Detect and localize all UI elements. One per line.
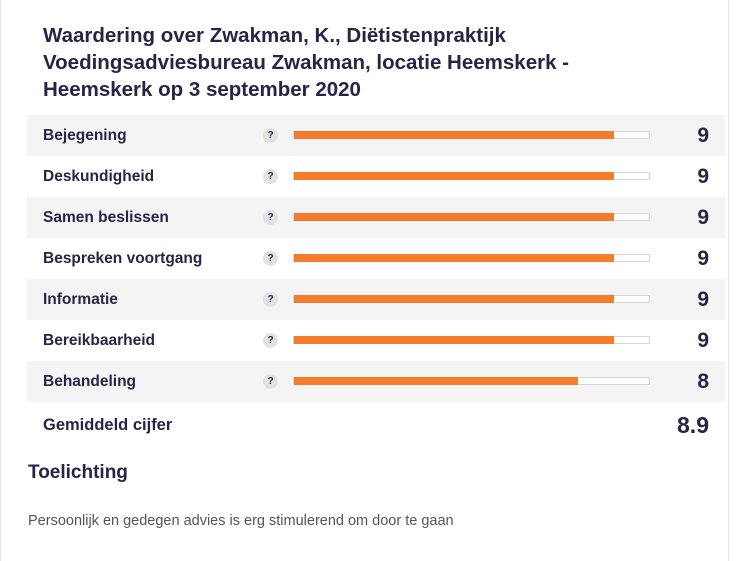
rating-score: 9: [697, 124, 709, 147]
rating-row-samen-beslissen: Samen beslissen ? 9: [27, 197, 725, 238]
page-title: Waardering over Zwakman, K., Diëtistenpr…: [43, 24, 569, 101]
rating-score: 9: [697, 288, 709, 311]
rating-bar-fill: [294, 172, 614, 180]
rating-row-bejegening: Bejegening ? 9: [27, 115, 725, 156]
help-icon[interactable]: ?: [263, 128, 278, 143]
rating-label: Bejegening: [43, 127, 127, 144]
help-icon[interactable]: ?: [263, 333, 278, 348]
rating-score: 9: [697, 247, 709, 270]
average-label: Gemiddeld cijfer: [43, 416, 173, 434]
rating-bar: [293, 213, 650, 221]
rating-score: 8: [697, 370, 709, 393]
rating-label: Bespreken voortgang: [43, 250, 203, 267]
help-icon[interactable]: ?: [263, 210, 278, 225]
rating-label: Bereikbaarheid: [43, 332, 155, 349]
rating-row-bereikbaarheid: Bereikbaarheid ? 9: [27, 320, 725, 361]
rating-bar-fill: [294, 254, 614, 262]
rating-score: 9: [697, 206, 709, 229]
review-card: Waardering over Zwakman, K., Diëtistenpr…: [0, 0, 729, 561]
rating-bar: [293, 254, 650, 262]
rating-bar-fill: [294, 377, 578, 385]
rating-score: 9: [697, 329, 709, 352]
rating-bar: [293, 172, 650, 180]
rating-score: 9: [697, 165, 709, 188]
rating-row-deskundigheid: Deskundigheid ? 9: [27, 156, 725, 197]
rating-row-informatie: Informatie ? 9: [27, 279, 725, 320]
toelichting-text: Persoonlijk en gedegen advies is erg sti…: [28, 513, 454, 529]
toelichting-heading: Toelichting: [28, 462, 128, 483]
average-row: Gemiddeld cijfer 8.9: [27, 402, 725, 448]
rating-label: Informatie: [43, 291, 118, 308]
rating-bar-fill: [294, 213, 614, 221]
rating-bar: [293, 377, 650, 385]
rating-bar: [293, 336, 650, 344]
help-icon[interactable]: ?: [263, 292, 278, 307]
rating-label: Samen beslissen: [43, 209, 169, 226]
help-icon[interactable]: ?: [263, 169, 278, 184]
help-icon[interactable]: ?: [263, 374, 278, 389]
rating-row-bespreken-voortgang: Bespreken voortgang ? 9: [27, 238, 725, 279]
rating-bar: [293, 295, 650, 303]
rating-bar-fill: [294, 131, 614, 139]
rating-label: Behandeling: [43, 373, 137, 390]
average-score: 8.9: [677, 412, 709, 438]
rating-label: Deskundigheid: [43, 168, 155, 185]
rating-bar-fill: [294, 295, 614, 303]
rating-row-behandeling: Behandeling ? 8: [27, 361, 725, 402]
ratings-table: Bejegening ? 9 Deskundigheid ? 9 Samen b…: [27, 115, 725, 448]
help-icon[interactable]: ?: [263, 251, 278, 266]
rating-bar: [293, 131, 650, 139]
rating-bar-fill: [294, 336, 614, 344]
